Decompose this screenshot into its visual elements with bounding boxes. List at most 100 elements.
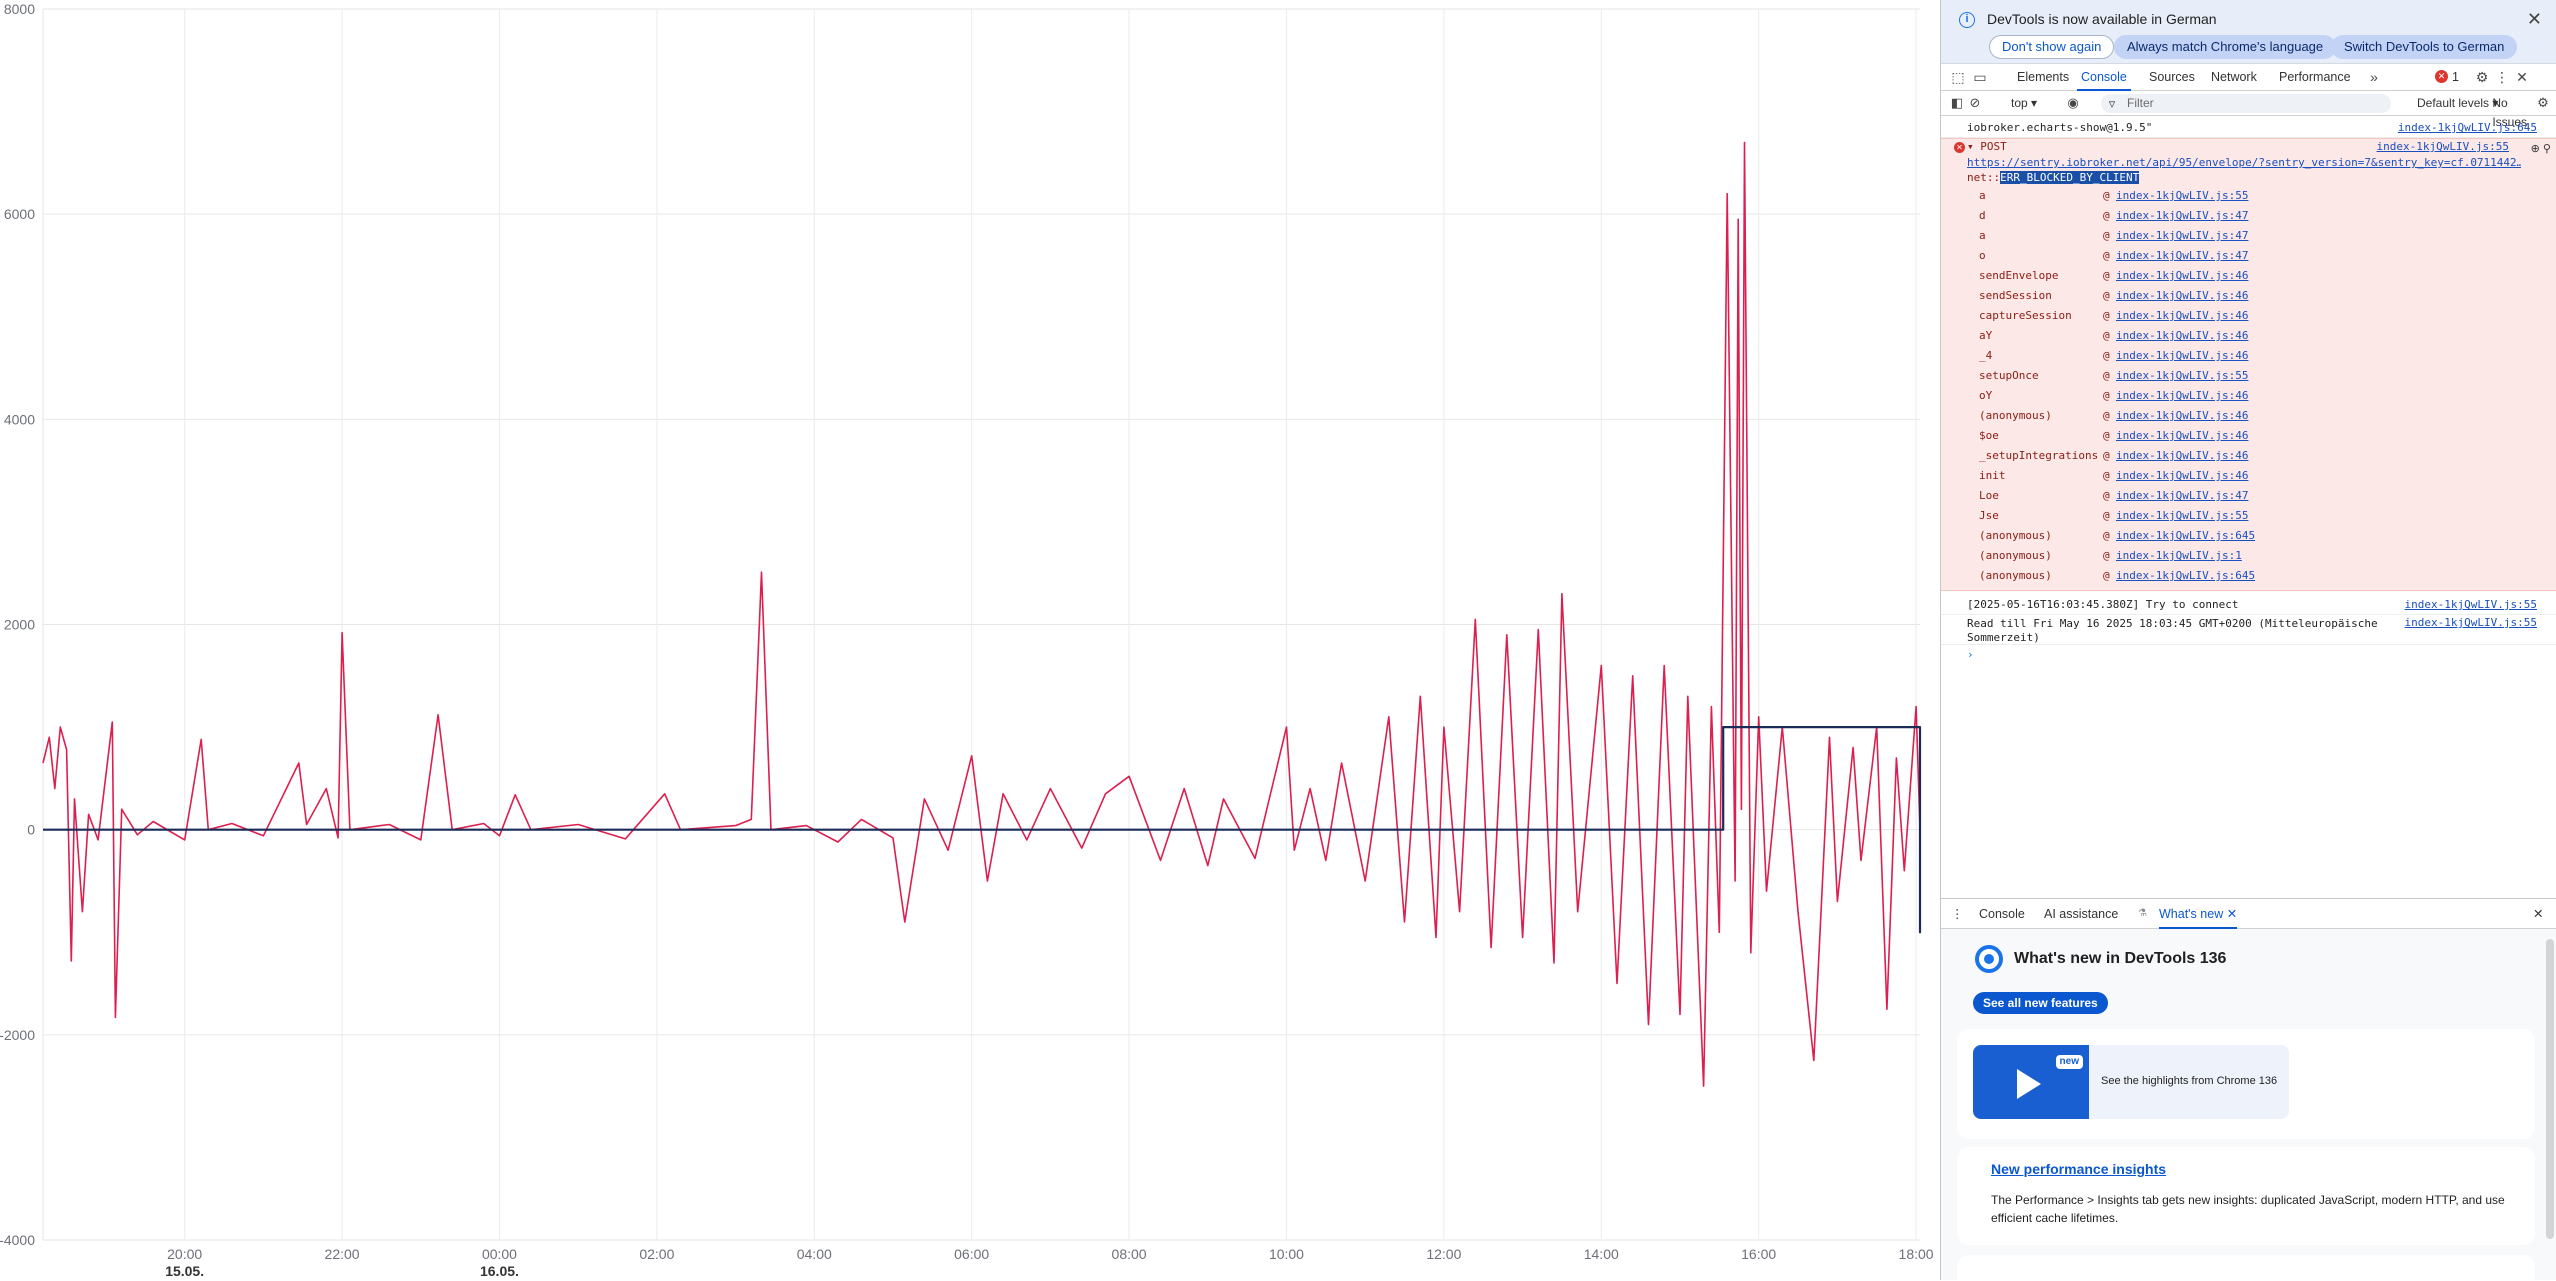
stack-location-link[interactable]: index-1kjQwLIV.js:46 — [2116, 469, 2249, 482]
tab-sources[interactable]: Sources — [2149, 70, 2195, 84]
stack-location-link[interactable]: index-1kjQwLIV.js:47 — [2116, 489, 2249, 502]
drawer-scrollbar[interactable] — [2546, 939, 2554, 1239]
stack-at-sign: @ — [2103, 569, 2110, 582]
clear-console-icon[interactable]: ⊘ — [1969, 95, 1981, 110]
stack-at-sign: @ — [2103, 269, 2110, 282]
stack-location-link[interactable]: index-1kjQwLIV.js:47 — [2116, 209, 2249, 222]
dont-show-again-button[interactable]: Don't show again — [1989, 35, 2115, 59]
chart-grid — [42, 8, 1920, 1241]
stack-location-link[interactable]: index-1kjQwLIV.js:1 — [2116, 549, 2242, 562]
stack-location-link[interactable]: index-1kjQwLIV.js:645 — [2116, 529, 2256, 542]
drawer-tab-ai-assistance[interactable]: AI assistance — [2044, 907, 2119, 921]
y-tick-label: 4000 — [4, 411, 35, 427]
console-settings-icon[interactable]: ⚙ — [2537, 95, 2549, 110]
x-tick-label: 02:00 — [639, 1246, 674, 1262]
sidebar-toggle-icon[interactable]: ◧ — [1950, 95, 1964, 110]
highlights-video-link[interactable]: new See the highlights from Chrome 136 — [1973, 1045, 2289, 1119]
close-drawer-icon[interactable]: ✕ — [2533, 907, 2544, 921]
stack-location-link[interactable]: index-1kjQwLIV.js:46 — [2116, 289, 2249, 302]
stack-location-link[interactable]: index-1kjQwLIV.js:46 — [2116, 389, 2249, 402]
error-source-link[interactable]: index-1kjQwLIV.js:55 — [2376, 140, 2509, 153]
close-tab-icon[interactable]: ✕ — [2226, 907, 2238, 921]
context-selector[interactable]: top ▾ — [2011, 96, 2038, 110]
stack-location-link[interactable]: index-1kjQwLIV.js:46 — [2116, 309, 2249, 322]
stack-location-link[interactable]: index-1kjQwLIV.js:55 — [2116, 509, 2249, 522]
stack-location-link[interactable]: index-1kjQwLIV.js:46 — [2116, 429, 2249, 442]
console-filter-input[interactable]: Filter — [2101, 94, 2391, 113]
drawer-tab-console[interactable]: Console — [1979, 907, 2025, 921]
stack-function-name: (anonymous) — [1979, 549, 2052, 562]
stack-function-name: _4 — [1979, 349, 1993, 362]
drawer-tab-whats-new[interactable]: What's new ✕ — [2159, 899, 2238, 929]
stack-location-link[interactable]: index-1kjQwLIV.js:645 — [2116, 569, 2256, 582]
stack-frame: $oe @ index-1kjQwLIV.js:46 — [1941, 426, 2556, 446]
switch-language-button[interactable]: Switch DevTools to German — [2331, 35, 2518, 59]
more-tabs-icon[interactable]: » — [2370, 69, 2378, 85]
device-toolbar-icon[interactable]: ▭ — [1973, 69, 1987, 85]
stack-location-link[interactable]: index-1kjQwLIV.js:47 — [2116, 229, 2249, 242]
stack-at-sign: @ — [2103, 329, 2110, 342]
console-source-link[interactable]: index-1kjQwLIV.js:55 — [2404, 616, 2537, 629]
stack-location-link[interactable]: index-1kjQwLIV.js:46 — [2116, 269, 2249, 282]
stack-at-sign: @ — [2103, 409, 2110, 422]
live-expression-eye-icon[interactable]: ◉ — [2067, 95, 2079, 110]
y-tick-label: -4000 — [0, 1232, 35, 1248]
console-message: [2025-05-16T16:03:45.380Z] Try to connec… — [1941, 595, 2556, 615]
infobar-close-icon[interactable]: ✕ — [2526, 9, 2542, 29]
feature-card: New performance insights The Performance… — [1957, 1147, 2535, 1245]
console-error-message: ✕ ▾ POST index-1kjQwLIV.js:55 ⊕ ⚲ https:… — [1941, 138, 2556, 591]
prompt-chevron-icon: › — [1967, 648, 1974, 661]
stack-function-name: Loe — [1979, 489, 1999, 502]
tab-performance[interactable]: Performance — [2279, 70, 2351, 84]
stack-frame: Jse @ index-1kjQwLIV.js:55 — [1941, 506, 2556, 526]
error-count-icon: ✕ — [2435, 70, 2448, 83]
error-url-link[interactable]: https://sentry.iobroker.net/api/95/envel… — [1967, 156, 2521, 169]
filter-funnel-icon: ▿ — [2108, 96, 2116, 111]
stack-frame: aY @ index-1kjQwLIV.js:46 — [1941, 326, 2556, 346]
settings-gear-icon[interactable]: ⚙ — [2475, 69, 2489, 85]
devtools-tabbar: ⬚ ▭ Elements Console Sources Network Per… — [1941, 64, 2556, 91]
y-tick-label: 2000 — [4, 617, 35, 633]
devtools-panel: i DevTools is now available in German ✕ … — [1940, 0, 2556, 1281]
error-method[interactable]: ▾ POST — [1967, 140, 2007, 153]
stack-at-sign: @ — [2103, 549, 2110, 562]
error-actions[interactable]: ⊕ ⚲ — [2530, 143, 2551, 155]
stack-location-link[interactable]: index-1kjQwLIV.js:46 — [2116, 409, 2249, 422]
stack-location-link[interactable]: index-1kjQwLIV.js:46 — [2116, 449, 2249, 462]
error-count[interactable]: 1 — [2452, 70, 2459, 84]
tab-elements[interactable]: Elements — [2017, 70, 2070, 84]
x-tick-label: 20:00 — [167, 1246, 202, 1262]
stack-location-link[interactable]: index-1kjQwLIV.js:46 — [2116, 329, 2249, 342]
inspect-element-icon[interactable]: ⬚ — [1951, 69, 1965, 85]
stack-at-sign: @ — [2103, 389, 2110, 402]
stack-location-link[interactable]: index-1kjQwLIV.js:46 — [2116, 349, 2249, 362]
stack-at-sign: @ — [2103, 369, 2110, 382]
stack-function-name: d — [1979, 209, 1986, 222]
kebab-menu-icon[interactable]: ⋮ — [2495, 69, 2509, 85]
console-source-link[interactable]: index-1kjQwLIV.js:645 — [2397, 121, 2537, 134]
stack-location-link[interactable]: index-1kjQwLIV.js:55 — [2116, 189, 2249, 202]
stack-function-name: oY — [1979, 389, 1993, 402]
tab-console[interactable]: Console — [2077, 64, 2131, 91]
stack-frame: init @ index-1kjQwLIV.js:46 — [1941, 466, 2556, 486]
stack-frame: Loe @ index-1kjQwLIV.js:47 — [1941, 486, 2556, 506]
stack-location-link[interactable]: index-1kjQwLIV.js:47 — [2116, 249, 2249, 262]
match-language-button[interactable]: Always match Chrome's language — [2114, 35, 2337, 59]
y-axis-ticks: 8000 6000 4000 2000 0 -2000 -4000 — [0, 1, 35, 1248]
stack-at-sign: @ — [2103, 289, 2110, 302]
stack-at-sign: @ — [2103, 229, 2110, 242]
console-source-link[interactable]: index-1kjQwLIV.js:55 — [2404, 598, 2537, 611]
tab-network[interactable]: Network — [2211, 70, 2257, 84]
log-levels-dropdown[interactable]: Default levels ▾ — [2417, 96, 2499, 110]
issues-counter[interactable]: No Issues — [2492, 96, 2528, 129]
feature-title-link[interactable]: New performance insights — [1991, 1161, 2167, 1177]
drawer-menu-icon[interactable]: ⋮ — [1951, 907, 1964, 921]
console-prompt[interactable]: › — [1941, 645, 2556, 665]
chart-series — [42, 141, 1922, 1087]
stack-frame: (anonymous) @ index-1kjQwLIV.js:1 — [1941, 546, 2556, 566]
x-tick-label: 06:00 — [954, 1246, 989, 1262]
stack-location-link[interactable]: index-1kjQwLIV.js:55 — [2116, 369, 2249, 382]
close-devtools-icon[interactable]: ✕ — [2516, 69, 2528, 85]
stack-frame: oY @ index-1kjQwLIV.js:46 — [1941, 386, 2556, 406]
see-all-features-button[interactable]: See all new features — [1973, 992, 2108, 1014]
